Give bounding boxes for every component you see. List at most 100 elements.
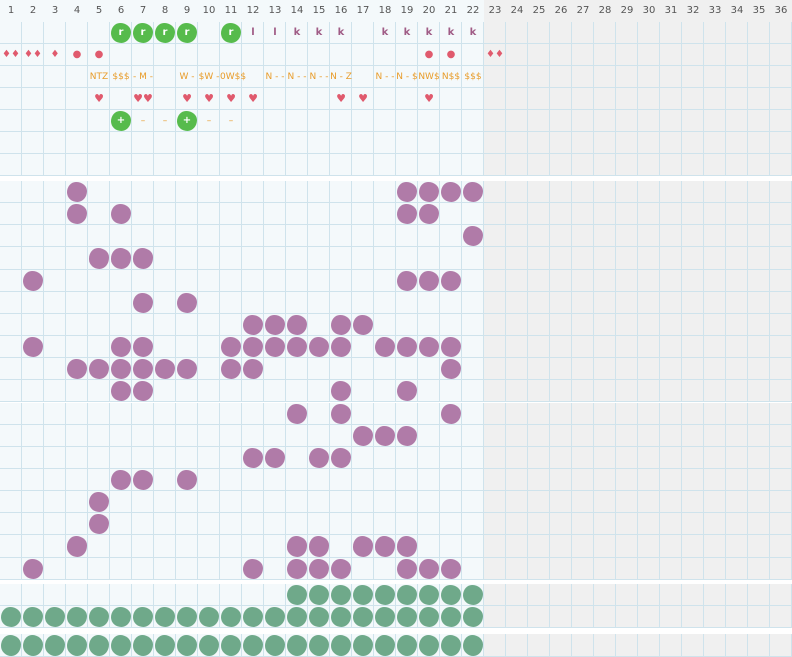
grid-cell[interactable]: [594, 291, 616, 314]
grid-cell[interactable]: [22, 313, 44, 337]
grid-cell[interactable]: [704, 402, 726, 425]
grid-cell[interactable]: [66, 513, 88, 536]
grid-cell[interactable]: [660, 110, 682, 132]
grid-cell[interactable]: [462, 424, 484, 447]
purple-blob[interactable]: [111, 337, 131, 358]
grid-cell[interactable]: [198, 203, 220, 226]
grid-cell[interactable]: [22, 468, 44, 492]
grid-cell[interactable]: [154, 88, 176, 110]
grid-cell[interactable]: [572, 468, 594, 492]
grid-cell[interactable]: [462, 110, 484, 132]
grid-cell[interactable]: [44, 66, 66, 88]
grid-cell[interactable]: [638, 291, 660, 314]
grid-cell[interactable]: [550, 557, 572, 580]
grid-cell[interactable]: [352, 291, 374, 314]
purple-blob[interactable]: [243, 359, 263, 380]
grid-cell[interactable]: [440, 291, 462, 314]
grid-cell[interactable]: [330, 66, 352, 88]
grid-cell[interactable]: [418, 225, 440, 248]
grid-cell[interactable]: [0, 132, 22, 154]
grid-cell[interactable]: [572, 584, 594, 606]
grid-cell[interactable]: [594, 491, 616, 514]
grid-cell[interactable]: [154, 291, 176, 314]
green-blob[interactable]: [1, 607, 21, 627]
grid-cell[interactable]: [44, 22, 66, 44]
grid-cell[interactable]: [638, 247, 660, 270]
purple-blob[interactable]: [133, 248, 153, 269]
grid-cell[interactable]: [286, 154, 308, 176]
grid-cell[interactable]: [88, 291, 110, 314]
grid-cell[interactable]: [176, 203, 198, 226]
grid-cell[interactable]: [0, 88, 22, 110]
purple-blob[interactable]: [243, 447, 263, 468]
grid-cell[interactable]: [198, 225, 220, 248]
grid-cell[interactable]: [198, 313, 220, 337]
purple-blob[interactable]: [397, 536, 417, 557]
grid-cell[interactable]: [440, 22, 462, 44]
grid-cell[interactable]: [704, 225, 726, 248]
grid-cell[interactable]: [176, 269, 198, 292]
grid-cell[interactable]: [132, 446, 154, 469]
grid-cell[interactable]: [682, 203, 704, 226]
grid-cell[interactable]: [176, 66, 198, 88]
grid-cell[interactable]: [132, 313, 154, 337]
grid-cell[interactable]: [22, 358, 44, 381]
grid-cell[interactable]: [528, 513, 550, 536]
grid-cell[interactable]: [374, 358, 396, 381]
grid-cell[interactable]: [550, 358, 572, 381]
grid-cell[interactable]: [462, 336, 484, 359]
grid-cell[interactable]: [418, 446, 440, 469]
grid-cell[interactable]: [616, 110, 638, 132]
grid-cell[interactable]: [638, 225, 660, 248]
green-blob[interactable]: [89, 635, 109, 656]
grid-cell[interactable]: [88, 44, 110, 66]
grid-cell[interactable]: [682, 313, 704, 337]
grid-cell[interactable]: [374, 513, 396, 536]
grid-cell[interactable]: [110, 44, 132, 66]
grid-cell[interactable]: [352, 203, 374, 226]
grid-cell[interactable]: [682, 22, 704, 44]
grid-cell[interactable]: [594, 154, 616, 176]
grid-cell[interactable]: [748, 247, 770, 270]
grid-cell[interactable]: [726, 491, 748, 514]
grid-cell[interactable]: [66, 44, 88, 66]
grid-cell[interactable]: [66, 424, 88, 447]
grid-cell[interactable]: [352, 225, 374, 248]
purple-blob[interactable]: [419, 270, 439, 291]
grid-cell[interactable]: [66, 491, 88, 514]
grid-cell[interactable]: [220, 513, 242, 536]
grid-cell[interactable]: [66, 291, 88, 314]
grid-cell[interactable]: [660, 402, 682, 425]
grid-cell[interactable]: [242, 424, 264, 447]
grid-cell[interactable]: [550, 44, 572, 66]
grid-cell[interactable]: [220, 181, 242, 204]
purple-blob[interactable]: [23, 558, 43, 579]
grid-cell[interactable]: [44, 291, 66, 314]
grid-cell[interactable]: [440, 154, 462, 176]
grid-cell[interactable]: [704, 513, 726, 536]
grid-cell[interactable]: [176, 424, 198, 447]
grid-cell[interactable]: [374, 269, 396, 292]
grid-cell[interactable]: [264, 132, 286, 154]
grid-cell[interactable]: [132, 88, 154, 110]
grid-cell[interactable]: [132, 66, 154, 88]
grid-cell[interactable]: [176, 513, 198, 536]
grid-cell[interactable]: [44, 44, 66, 66]
grid-cell[interactable]: [198, 380, 220, 403]
grid-cell[interactable]: [286, 358, 308, 381]
grid-cell[interactable]: [638, 181, 660, 204]
grid-cell[interactable]: [770, 66, 792, 88]
grid-cell[interactable]: [0, 424, 22, 447]
purple-blob[interactable]: [397, 270, 417, 291]
grid-cell[interactable]: [154, 225, 176, 248]
grid-cell[interactable]: [682, 491, 704, 514]
grid-cell[interactable]: [572, 44, 594, 66]
grid-cell[interactable]: [418, 291, 440, 314]
grid-cell[interactable]: [572, 402, 594, 425]
grid-cell[interactable]: [330, 424, 352, 447]
grid-cell[interactable]: [484, 313, 506, 337]
grid-cell[interactable]: [682, 269, 704, 292]
grid-cell[interactable]: [176, 584, 198, 606]
grid-cell[interactable]: [440, 66, 462, 88]
green-blob[interactable]: [309, 585, 329, 605]
